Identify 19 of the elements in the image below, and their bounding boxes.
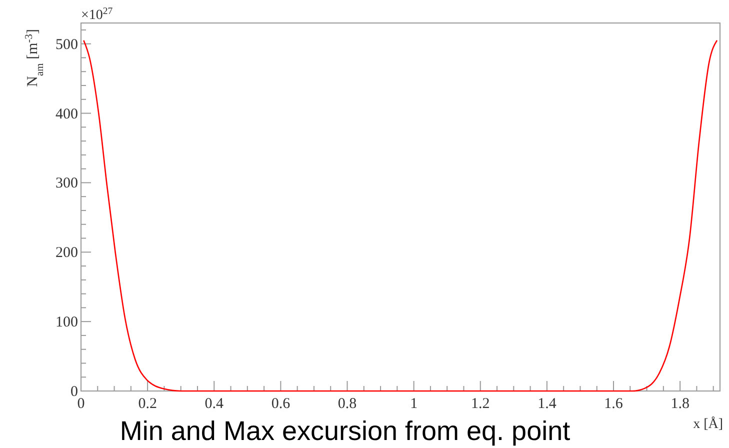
text: Min and Max excursion from eq. point [120, 416, 571, 446]
line-series [83, 40, 718, 392]
x-tick-label: 1 [410, 396, 418, 412]
x-tick-label: 0.6 [271, 396, 291, 412]
y-tick-label: 200 [56, 245, 78, 262]
x-tick-label: 1.2 [471, 396, 490, 412]
x-tick-label: 1.8 [670, 396, 690, 412]
y-tick-label: 100 [56, 314, 78, 331]
text: ×10$^{27}$ [81, 6, 113, 23]
x-tick-label: 1.6 [604, 396, 624, 412]
x-tick-label: 0.4 [204, 396, 224, 412]
y-tick-label: 300 [56, 176, 78, 192]
x-axis-title: x [Å] [693, 416, 723, 432]
y-tick-label: 400 [56, 106, 78, 122]
x-tick-label: 0.2 [138, 396, 157, 412]
x-tick-label: 0.8 [338, 396, 357, 412]
y-tick-label: 500 [56, 36, 78, 53]
x-tick-label: 1.4 [538, 396, 557, 412]
y-tick-label: 0 [70, 384, 78, 400]
